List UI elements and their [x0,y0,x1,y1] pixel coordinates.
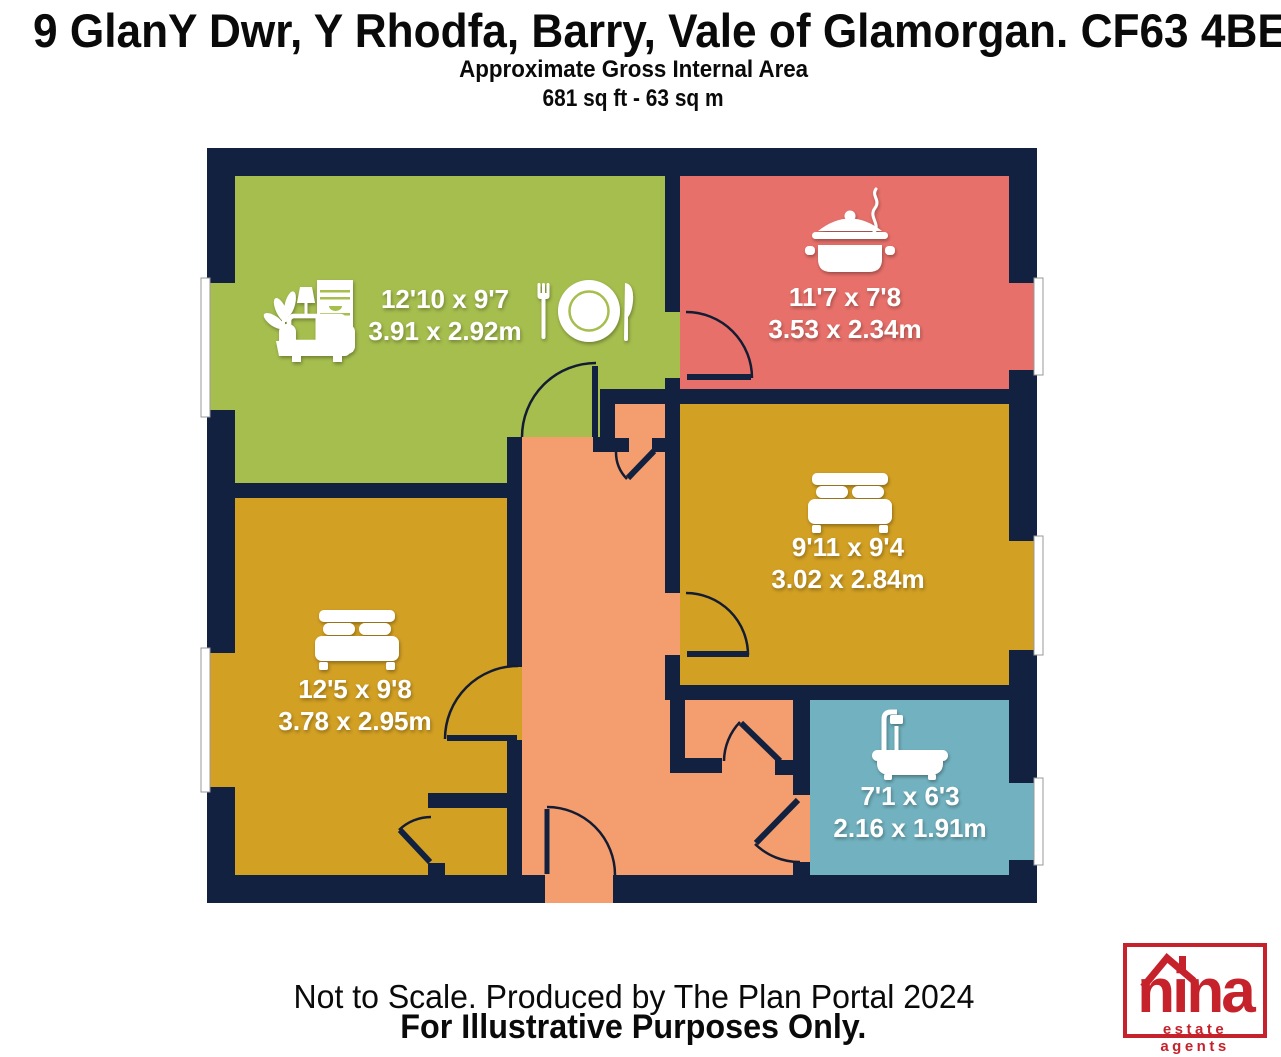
dining-plate-icon [537,280,634,342]
nina-estate-agents-logo: nina estate agents [1123,943,1267,1055]
bedroom-left-size-imperial: 12'5 x 9'8 [298,674,412,704]
bedroom-right-window-gap [1009,541,1034,650]
bedroom-left-room [235,498,522,875]
vestibule-door-arc [614,451,628,480]
bedroom-right-door-opening [665,593,680,655]
kitchen-window-gap [1009,283,1034,370]
bathroom-size-metric: 2.16 x 1.91m [833,813,986,843]
footer-disclaimer: Not to Scale. Produced by The Plan Porta… [293,978,974,1015]
living-window [200,277,211,418]
kitchen-door-opening [665,312,680,378]
hall-cupboard-door-leaf [738,720,783,764]
bathroom-door-opening [793,795,810,862]
bedroom-left-door-arc [443,664,519,740]
page-title: 9 GlanY Dwr, Y Rhodfa, Barry, Vale of Gl… [33,4,1281,57]
bedroom-right-room [680,404,1009,685]
kitchen-window [1033,277,1044,376]
bedroom-cupboard-door-arc [398,815,432,831]
gross-internal-area: 681 sq ft - 63 sq m [542,85,725,112]
bed-icon-right [808,473,892,533]
bathroom-window-gap [1009,783,1034,860]
bedroom-right-size-imperial: 9'11 x 9'4 [792,532,905,562]
fork-icon [537,283,550,339]
logo-name: nina [1137,957,1255,1026]
living-dining-size-imperial: 12'10 x 9'7 [381,284,509,314]
hallway-area [522,404,793,875]
door-leaves [397,366,801,874]
bedroom-right-door-arc [685,591,750,656]
room-fills [235,176,1009,875]
door-openings [507,312,810,903]
bathroom-room [810,700,1009,875]
logo-roof-icon [1140,953,1197,990]
kitchen-door-arc [685,310,754,379]
door-arcs [398,310,801,876]
bedroom-left-size-metric: 3.78 x 2.95m [278,706,431,736]
bathroom-window [1033,777,1044,866]
subtitle: Approximate Gross Internal Area [459,56,808,83]
kitchen-size-metric: 3.53 x 2.34m [768,314,921,344]
knife-icon [624,283,634,341]
logo-tagline: estate agents [1160,1021,1230,1055]
vestibule-door-leaf [625,448,657,481]
living-room-icon-group [263,280,355,362]
bathroom-door-arc [754,843,801,864]
entrance-door-opening [545,875,613,903]
living-dining-size-metric: 3.91 x 2.92m [368,316,521,346]
bedroom-right-size-metric: 3.02 x 2.84m [771,564,924,594]
bedroom-cupboard-door-leaf [397,827,433,865]
hall-cupboard-door-arc [722,721,741,762]
sofa-icon [279,313,355,362]
bedroom-right-window [1033,535,1044,656]
bedroom-left-window [200,647,211,793]
kitchen-size-imperial: 11'7 x 7'8 [789,282,901,312]
living-window-gap [210,283,235,410]
bedroom-left-window-gap [210,653,235,787]
bathtub-icon [872,709,948,780]
windows [200,277,1044,866]
bed-icon-left [315,610,399,670]
kitchen-room [680,176,1009,389]
bathroom-size-imperial: 7'1 x 6'3 [860,781,959,811]
room-labels: 12'10 x 9'7 3.91 x 2.92m 11'7 x 7'8 3.53… [278,282,986,843]
steam-icon [871,187,879,234]
bedroom-left-door-opening [507,667,522,740]
entrance-door-arc [546,805,617,876]
living-door-arc [520,361,597,438]
footer-illustrative: For Illustrative Purposes Only. [400,1008,867,1046]
living-door-opening [522,437,593,452]
cooking-pot-icon [805,187,895,272]
bathroom-door-leaf [753,797,801,846]
